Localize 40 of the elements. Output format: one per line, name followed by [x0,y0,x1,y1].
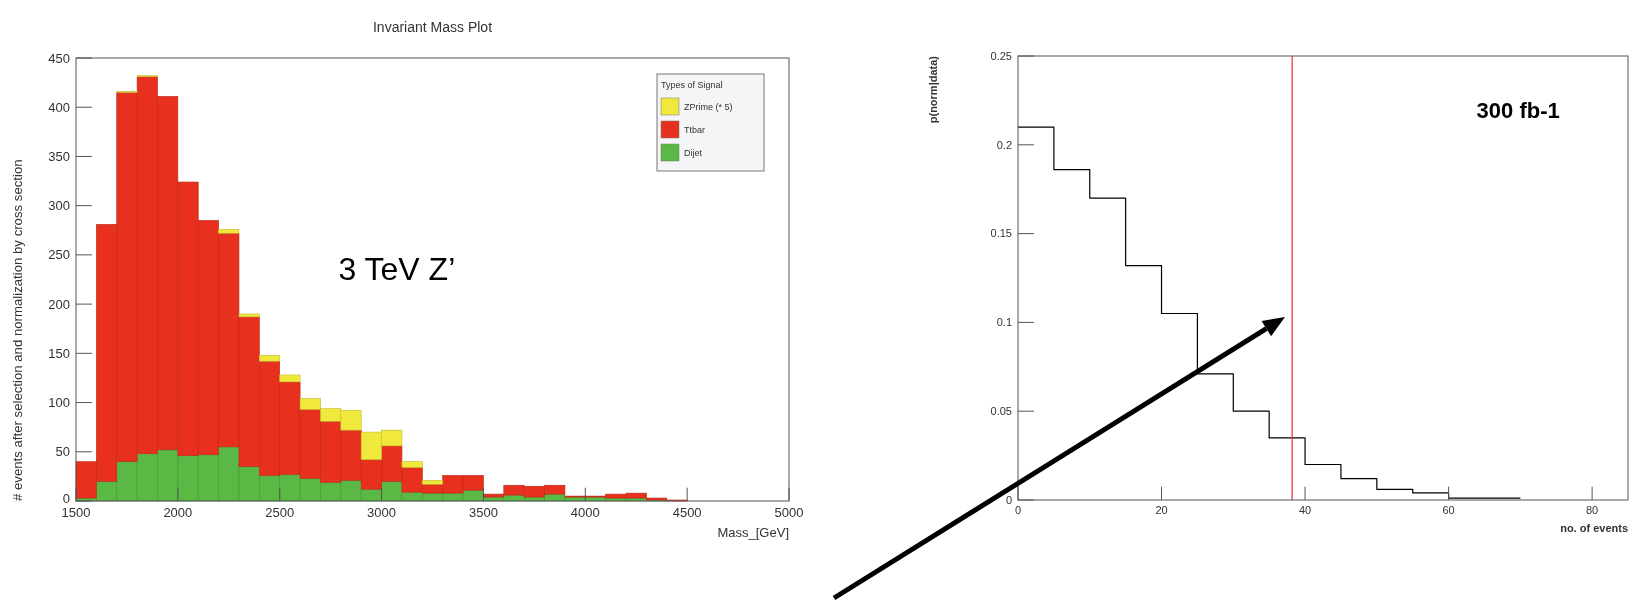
x-axis-title: no. of events [1560,522,1628,534]
legend-label: Ttbar [684,125,706,135]
y-tick-label: 50 [55,444,70,460]
y-tick-label: 0.15 [990,227,1012,240]
y-axis-title: # events after selection and normalization by cross section [10,159,25,501]
x-tick-label: 2500 [265,505,295,520]
y-tick-label: 250 [48,247,70,263]
y-tick-label: 0.05 [990,405,1012,418]
x-tick-label: 40 [1298,504,1312,516]
annotation: 300 fb-1 [1476,98,1560,124]
y-axis-title: p(norm|data) [927,55,939,124]
legend-label: Dijet [684,148,703,158]
y-tick-label: 0 [1005,493,1012,506]
y-tick-label: 0.2 [996,138,1012,151]
x-tick-label: 80 [1585,504,1599,516]
x-tick-label: 2000 [163,505,193,520]
y-tick-label: 400 [48,99,70,115]
x-tick-label: 1500 [61,505,91,520]
y-tick-label: 0 [62,490,70,506]
x-tick-label: 3000 [367,505,397,520]
legend-label: ZPrime (* 5) [684,102,733,112]
x-tick-label: 5000 [774,505,804,520]
y-tick-label: 0.25 [990,49,1012,62]
x-tick-label: 60 [1442,504,1455,516]
x-axis-title: Mass_[GeV] [717,525,789,540]
legend-title: Types of Signal [661,80,723,90]
y-tick-label: 200 [48,296,70,312]
chart-title: Invariant Mass Plot [372,19,493,35]
y-tick-label: 150 [48,345,70,361]
x-tick-label: 4000 [570,505,600,520]
y-tick-label: 350 [48,148,70,164]
x-tick-label: 20 [1155,504,1168,516]
y-tick-label: 300 [48,198,70,214]
annotation: 3 TeV Z’ [338,250,456,287]
x-tick-label: 4500 [672,505,702,520]
x-tick-label: 0 [1014,504,1022,516]
x-tick-label: 3500 [468,505,498,520]
y-tick-label: 0.1 [996,316,1012,329]
y-tick-label: 450 [48,50,70,66]
y-tick-label: 100 [48,395,70,411]
